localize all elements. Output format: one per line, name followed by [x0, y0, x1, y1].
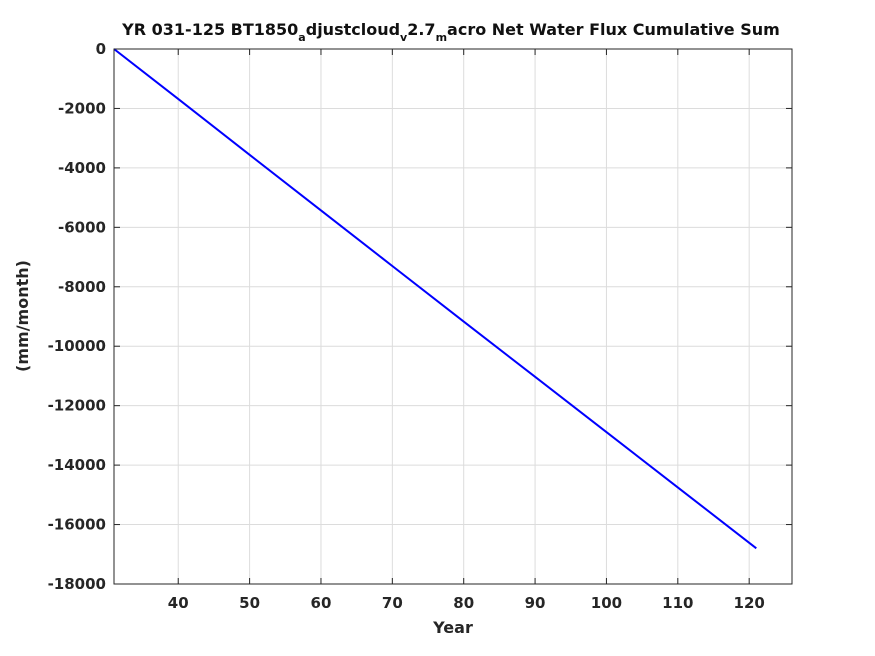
y-tick-label: -18000	[48, 575, 106, 593]
title-segment: djustcloud	[306, 20, 400, 39]
y-tick-label: -8000	[58, 278, 106, 296]
plot-area	[113, 48, 793, 585]
ticks	[114, 48, 792, 585]
x-tick-label: 90	[525, 594, 546, 612]
y-tick-label: -4000	[58, 159, 106, 177]
y-axis-label: (mm/month)	[13, 260, 32, 372]
x-tick-label: 100	[591, 594, 622, 612]
x-tick-label: 80	[453, 594, 474, 612]
y-tick-label: 0	[96, 40, 106, 58]
x-tick-label: 70	[382, 594, 403, 612]
title-segment: 2.7	[407, 20, 435, 39]
tick-labels: 40 50 60 70 80 90 100 110 120 0 -2000 -4000 -6000 -80…	[48, 40, 765, 612]
y-tick-label: -14000	[48, 456, 106, 474]
x-tick-label: 60	[311, 594, 332, 612]
y-tick-label: -16000	[48, 516, 106, 534]
title-segment: m	[436, 31, 447, 44]
x-axis-label: Year	[432, 618, 473, 637]
title-segment: v	[400, 31, 408, 44]
title-segment: a	[298, 31, 305, 44]
axes-box	[113, 48, 793, 585]
title-segment: YR 031-125 BT1850	[121, 20, 298, 39]
series-line	[113, 48, 757, 550]
x-tick-label: 50	[239, 594, 260, 612]
x-tick-label: 110	[662, 594, 693, 612]
series-layer	[113, 48, 757, 550]
y-tick-label: -2000	[58, 99, 106, 117]
x-tick-label: 120	[734, 594, 765, 612]
chart-title: YR 031-125 BT1850adjustcloudv2.7macro Ne…	[121, 20, 780, 44]
title-segment: acro Net Water Flux Cumulative Sum	[447, 20, 780, 39]
y-tick-label: -10000	[48, 337, 106, 355]
x-tick-label: 40	[168, 594, 189, 612]
y-tick-label: -12000	[48, 397, 106, 415]
y-tick-label: -6000	[58, 218, 106, 236]
